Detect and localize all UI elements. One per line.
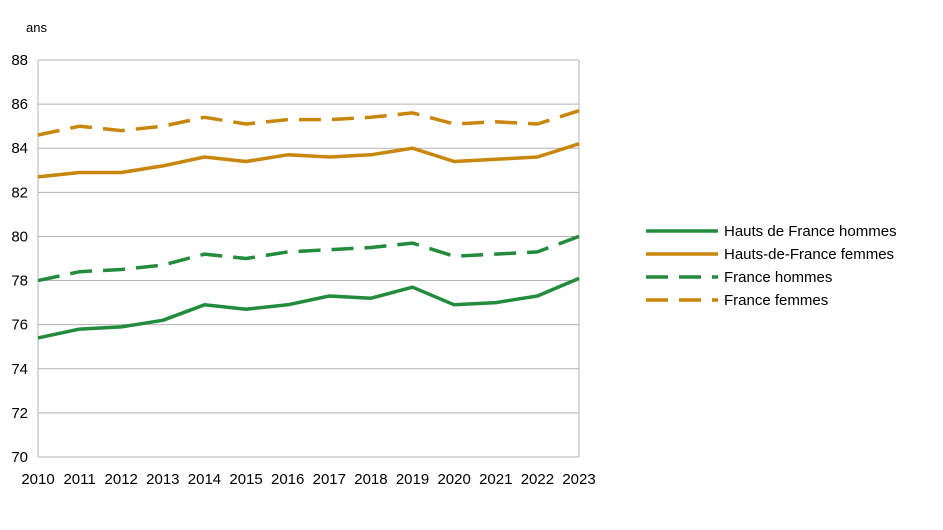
series-line-1 [37,276,580,340]
y-tick-label: 78 [11,273,28,290]
y-tick-label: 72 [11,405,28,422]
legend-label-2: Hauts-de-France femmes [724,246,894,263]
x-tick-label: 2019 [396,471,429,488]
axes: 70 72 74 76 78 80 82 84 86 88 2010 2011 2012 2013 2014… [11,52,595,488]
series-lines [37,109,580,340]
gridlines [37,59,580,458]
y-tick-label: 76 [11,317,28,334]
legend: Hauts de France hommes Hauts-de-France fe… [646,223,897,309]
x-tick-label: 2021 [479,471,512,488]
legend-label-1: Hauts de France hommes [724,223,897,240]
x-tick-label: 2010 [21,471,54,488]
series-line-2 [37,142,580,179]
y-tick-label: 74 [11,361,28,378]
x-tick-label: 2022 [521,471,554,488]
y-tick-label: 70 [11,449,28,466]
y-tick-label: 86 [11,96,28,113]
x-tick-label: 2012 [105,471,138,488]
x-tick-label: 2017 [313,471,346,488]
x-tick-label: 2023 [562,471,595,488]
y-axis-unit-label: ans [26,20,47,35]
y-tick-label: 88 [11,52,28,69]
x-tick-label: 2014 [188,471,221,488]
x-tick-label: 2015 [229,471,262,488]
x-tick-label: 2016 [271,471,304,488]
y-tick-label: 84 [11,140,28,157]
y-tick-label: 80 [11,228,28,245]
x-tick-label: 2018 [354,471,387,488]
x-tick-label: 2011 [63,471,95,488]
y-tick-label: 82 [11,184,28,201]
series-line-3 [37,234,580,283]
series-line-4 [37,109,580,137]
legend-label-3: France hommes [724,269,832,286]
legend-label-4: France femmes [724,292,828,309]
x-tick-label: 2020 [437,471,470,488]
x-tick-label: 2013 [146,471,179,488]
